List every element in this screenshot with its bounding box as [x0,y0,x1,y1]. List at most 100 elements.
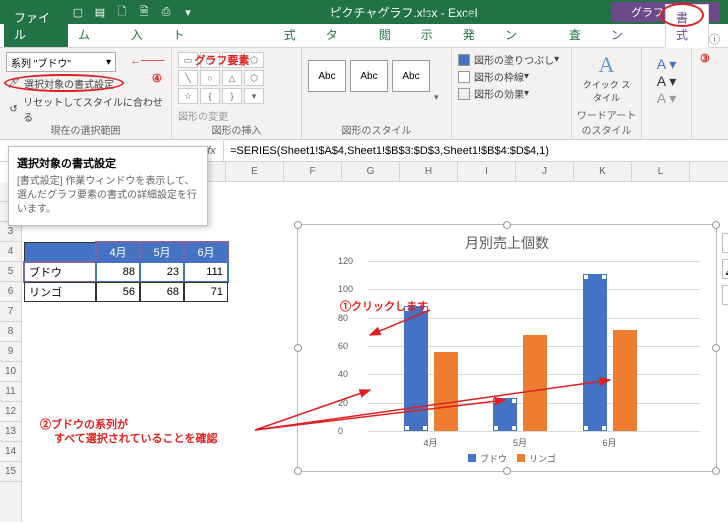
table-cell[interactable]: 88 [96,262,140,282]
chart-resize-handle[interactable] [503,221,511,229]
chart-bar[interactable] [434,352,458,431]
row-header[interactable]: 7 [0,302,21,322]
tab-design[interactable]: デザイン [601,5,665,47]
row-header[interactable]: 6 [0,282,21,302]
row-header[interactable]: 4 [0,242,21,262]
tab-addins[interactable]: アドイン [495,5,559,47]
help-icon[interactable]: ⓘ [709,31,720,47]
table-cell[interactable]: 56 [96,282,140,302]
column-header[interactable]: F [284,162,342,181]
chart-side-buttons: + 🖌 ▼ [722,233,728,311]
shape-thumb[interactable]: ╲ [178,70,198,86]
text-outline-icon[interactable]: A ▾ [657,73,676,90]
chart-styles-button[interactable]: 🖌 [722,259,728,279]
chart-resize-handle[interactable] [294,221,302,229]
chart-bar[interactable] [493,398,517,431]
column-header[interactable]: J [516,162,574,181]
table-cell[interactable] [24,242,96,262]
row-header[interactable]: 10 [0,362,21,382]
row-header[interactable]: 9 [0,342,21,362]
tab-home[interactable]: ホーム [68,5,121,47]
column-header[interactable]: E [226,162,284,181]
row-header[interactable]: 15 [0,462,21,482]
row-header[interactable]: 13 [0,422,21,442]
column-header[interactable]: K [574,162,632,181]
tab-review[interactable]: 校閲 [369,5,411,47]
chart-bar[interactable] [523,335,547,431]
chart-filters-button[interactable]: ▼ [722,285,728,305]
table-cell[interactable]: ブドウ [24,262,96,282]
format-selection-button[interactable]: 🖊 選択対象の書式設定 [6,75,165,91]
shape-thumb[interactable]: △ [222,70,242,86]
shape-effects-button[interactable]: 図形の効果 ▾ [458,86,565,101]
chart-resize-handle[interactable] [712,344,720,352]
chart-resize-handle[interactable] [294,467,302,475]
column-header[interactable]: L [632,162,690,181]
tab-insert[interactable]: 挿入 [121,5,163,47]
shape-thumb[interactable]: ⬠ [244,52,264,68]
shape-thumb[interactable]: { [200,88,220,104]
shape-thumb[interactable]: ⬡ [244,70,264,86]
legend-label[interactable]: ブドウ [480,454,507,464]
table-cell[interactable]: 5月 [140,242,184,262]
shapes-gallery[interactable]: ▭ ▢ ⬯ ⬠ ╲ ○ △ ⬡ ☆ { } ▾ [178,52,295,104]
table-cell[interactable]: 4月 [96,242,140,262]
row-header[interactable]: 11 [0,382,21,402]
chart-bar[interactable] [404,306,428,431]
table-cell[interactable]: 71 [184,282,228,302]
row-header[interactable]: 8 [0,322,21,342]
quick-style-label[interactable]: クイック スタイル [580,78,633,104]
shape-style-preset[interactable]: Abc [308,60,346,92]
chart-legend[interactable]: ブドウ リンゴ [298,452,716,465]
text-fill-icon[interactable]: A ▾ [657,56,676,73]
column-header[interactable]: H [400,162,458,181]
worksheet-grid[interactable]: 123456789101112131415 月別売上個数 4月5月6月ブドウ88… [0,182,728,522]
shape-more[interactable]: ▾ [244,88,264,104]
row-header[interactable]: 12 [0,402,21,422]
row-header[interactable]: 5 [0,262,21,282]
table-cell[interactable]: 68 [140,282,184,302]
shape-style-preset[interactable]: Abc [350,60,388,92]
chart-plot-area[interactable]: 0204060801001204月5月6月 [338,261,700,431]
tab-pagelayout[interactable]: ページ レイアウト [163,5,274,47]
table-cell[interactable]: 6月 [184,242,228,262]
chart-elements-button[interactable]: + [722,233,728,253]
tab-developer[interactable]: 開発 [453,5,495,47]
row-header[interactable]: 14 [0,442,21,462]
chart-bar[interactable] [613,330,637,431]
shape-style-preset[interactable]: Abc [392,60,430,92]
tab-view[interactable]: 表示 [411,5,453,47]
shape-thumb[interactable]: ▭ [178,52,198,68]
reset-style-button[interactable]: ↺ リセットしてスタイルに合わせる [6,94,165,124]
tab-formulas[interactable]: 数式 [274,5,316,47]
shape-thumb[interactable]: } [222,88,242,104]
chart-object[interactable]: 月別売上個数 0204060801001204月5月6月 ブドウリンゴ + 🖌 … [297,224,717,472]
column-header[interactable]: I [458,162,516,181]
text-effects-icon[interactable]: A ▾ [657,90,676,107]
tab-file[interactable]: ファイル [4,5,68,47]
shape-thumb[interactable]: ☆ [178,88,198,104]
shape-fill-button[interactable]: 図形の塗りつぶし ▾ [458,52,565,67]
shape-thumb[interactable]: ○ [200,70,220,86]
chart-element-selector[interactable]: 系列 "ブドウ" ▾ [6,52,116,72]
tab-format[interactable]: 書式 [665,4,709,48]
chart-resize-handle[interactable] [712,221,720,229]
gallery-more-icon[interactable]: ▾ [434,92,439,103]
tab-inquire[interactable]: 検査 [559,5,601,47]
column-header[interactable]: G [342,162,400,181]
chart-bar[interactable] [583,274,607,431]
table-cell[interactable]: 23 [140,262,184,282]
shape-thumb[interactable]: ▢ [200,52,220,68]
formula-input[interactable]: =SERIES(Sheet1!$A$4,Sheet1!$B$3:$D$3,She… [224,145,728,157]
chart-title[interactable]: 月別売上個数 [298,225,716,257]
chart-resize-handle[interactable] [712,467,720,475]
table-cell[interactable]: 111 [184,262,228,282]
table-cell[interactable]: リンゴ [24,282,96,302]
chart-resize-handle[interactable] [294,344,302,352]
chart-resize-handle[interactable] [503,467,511,475]
shape-outline-button[interactable]: 図形の枠線 ▾ [458,69,565,84]
legend-label[interactable]: リンゴ [529,454,556,464]
tab-data[interactable]: データ [316,5,369,47]
shape-thumb[interactable]: ⬯ [222,52,242,68]
wordart-icon[interactable]: A [599,52,615,78]
